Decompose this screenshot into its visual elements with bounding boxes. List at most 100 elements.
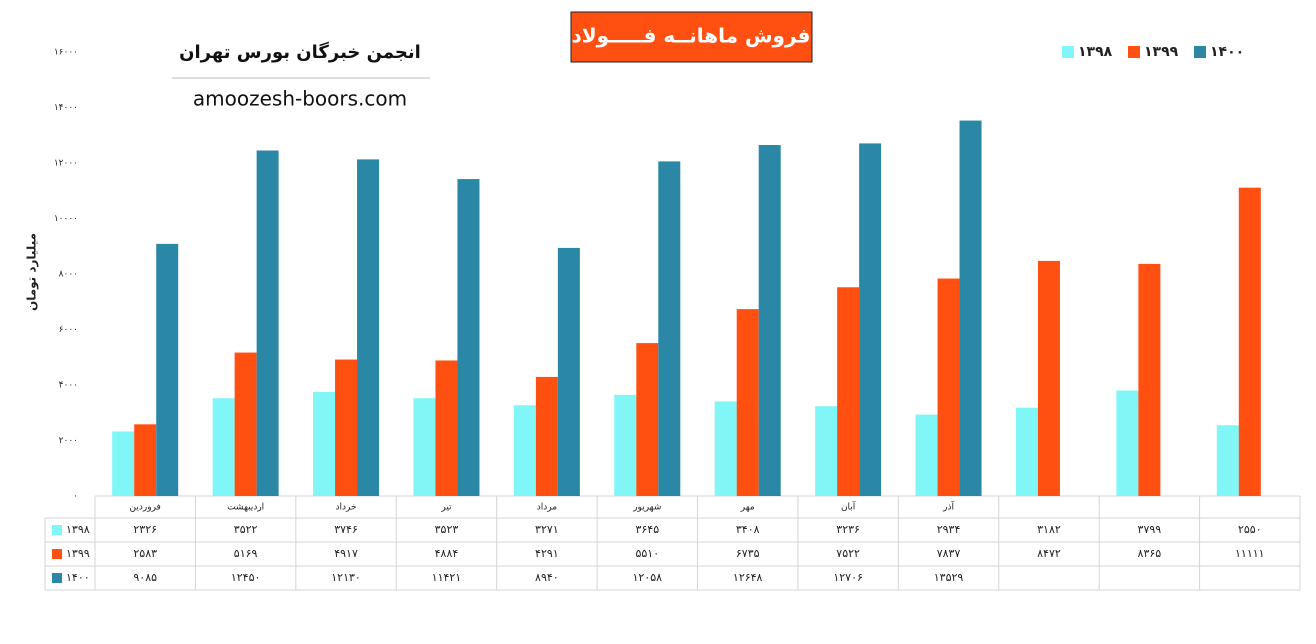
table-value: ۲۵۸۳ <box>133 547 157 560</box>
table-value: ۲۳۲۶ <box>133 523 157 536</box>
table-value: ۴۲۹۱ <box>535 547 559 560</box>
table-value: ۱۲۰۵۸ <box>633 571 663 584</box>
bar <box>758 145 781 496</box>
bar <box>658 161 681 496</box>
x-tick-label: تیر <box>440 503 452 513</box>
bar <box>1138 263 1161 496</box>
table-value: ۴۸۸۴ <box>435 547 459 560</box>
x-tick-label: مهر <box>740 503 755 513</box>
table-value: ۳۵۲۳ <box>435 523 459 536</box>
bar <box>815 406 838 496</box>
bar <box>636 343 659 496</box>
bar <box>915 414 938 496</box>
chart-title: فروش ماهانــه فـــــولاد <box>571 24 810 48</box>
bar <box>212 398 235 496</box>
y-tick-label: ۱۰۰۰۰ <box>54 214 78 224</box>
x-tick-label: مرداد <box>537 503 557 513</box>
bar <box>614 394 637 496</box>
table-value: ۳۲۷۱ <box>535 523 559 536</box>
table-value: ۲۹۳۴ <box>937 523 961 536</box>
bar <box>234 352 257 496</box>
bar <box>535 376 558 496</box>
table-legend-swatch <box>52 573 62 583</box>
legend-label: ۱۳۹۹ <box>1144 44 1179 60</box>
x-tick-label: خرداد <box>336 503 357 513</box>
table-legend-swatch <box>52 525 62 535</box>
bar <box>959 120 982 496</box>
table-value: ۳۶۴۵ <box>635 523 659 536</box>
table-value: ۳۴۰۸ <box>736 523 760 536</box>
bar <box>435 360 458 496</box>
legend-label: ۱۳۹۸ <box>1078 44 1113 60</box>
table-value: ۷۸۳۷ <box>937 547 961 560</box>
legend-swatch <box>1194 46 1206 58</box>
table-value: ۵۱۶۹ <box>234 547 258 560</box>
table-value: ۱۳۵۲۹ <box>934 571 964 584</box>
x-tick-label: فروردین <box>130 503 161 513</box>
table-value: ۳۷۹۹ <box>1138 523 1162 536</box>
table-value: ۶۷۳۵ <box>736 547 760 560</box>
y-tick-label: ۲۰۰۰ <box>59 436 78 446</box>
bar <box>1238 187 1261 497</box>
bar <box>1116 390 1139 496</box>
bar <box>413 398 436 496</box>
bar <box>134 424 157 496</box>
bar <box>937 278 960 496</box>
y-tick-label: ۴۰۰۰ <box>59 381 78 391</box>
x-tick-label: آبان <box>841 501 856 513</box>
y-tick-label: ۱۲۰۰۰ <box>54 159 78 169</box>
bar <box>557 247 580 496</box>
x-tick-label: شهریور <box>632 503 661 513</box>
bar <box>859 143 882 496</box>
x-tick-label: آذر <box>942 501 954 513</box>
y-axis-label: میلیارد تومان <box>25 233 40 311</box>
brand: انجمن خبرگان بورس تهران <box>179 41 421 63</box>
bar <box>457 179 480 496</box>
table-value: ۸۹۴۰ <box>535 571 559 584</box>
table-value: ۱۲۴۵۰ <box>231 571 261 584</box>
table-legend-swatch <box>52 549 62 559</box>
table-row-label: ۱۳۹۹ <box>66 547 90 560</box>
table-value: ۲۵۵۰ <box>1238 523 1262 536</box>
y-tick-label: ۶۰۰۰ <box>59 325 78 335</box>
bar <box>313 392 336 496</box>
table-value: ۱۱۱۱۱ <box>1235 547 1265 560</box>
bar <box>156 243 179 496</box>
table-row-label: ۱۴۰۰ <box>66 571 90 584</box>
title-box <box>570 11 813 63</box>
y-tick-label: ۱۶۰۰۰ <box>54 48 78 58</box>
legend-swatch <box>1128 46 1140 58</box>
bar <box>1216 425 1239 496</box>
table-value: ۱۲۶۴۸ <box>733 571 763 584</box>
table-value: ۱۲۱۳۰ <box>331 571 361 584</box>
table-value: ۹۰۸۵ <box>133 571 157 584</box>
table-value: ۷۵۲۲ <box>836 547 860 560</box>
table-value: ۳۷۴۶ <box>334 523 358 536</box>
y-tick-label: ۸۰۰۰ <box>59 270 78 280</box>
y-tick-label: ۱۴۰۰۰ <box>54 103 78 113</box>
table-value: ۱۱۴۲۱ <box>432 571 462 584</box>
bar <box>736 309 759 496</box>
bar <box>513 405 536 496</box>
table-value: ۴۹۱۷ <box>334 547 358 560</box>
bar <box>357 159 380 496</box>
site: amoozesh-boors.com <box>193 87 407 111</box>
bar <box>1037 260 1060 496</box>
y-tick-label: ۰ <box>73 492 78 502</box>
bar <box>112 431 135 496</box>
table-value: ۸۴۷۲ <box>1037 547 1061 560</box>
table-value: ۸۳۶۵ <box>1138 547 1162 560</box>
table-value: ۳۵۲۲ <box>234 523 258 536</box>
x-tick-label: اردیبهشت <box>227 503 264 513</box>
table-value: ۱۲۷۰۶ <box>833 571 863 584</box>
table-value: ۳۱۸۲ <box>1037 523 1061 536</box>
bar <box>1015 407 1038 496</box>
bar <box>837 287 860 496</box>
table-value: ۳۲۳۶ <box>836 523 860 536</box>
legend-swatch <box>1062 46 1074 58</box>
bar <box>335 359 358 496</box>
bar <box>714 401 737 496</box>
legend-label: ۱۴۰۰ <box>1210 44 1244 60</box>
bar <box>256 150 279 496</box>
